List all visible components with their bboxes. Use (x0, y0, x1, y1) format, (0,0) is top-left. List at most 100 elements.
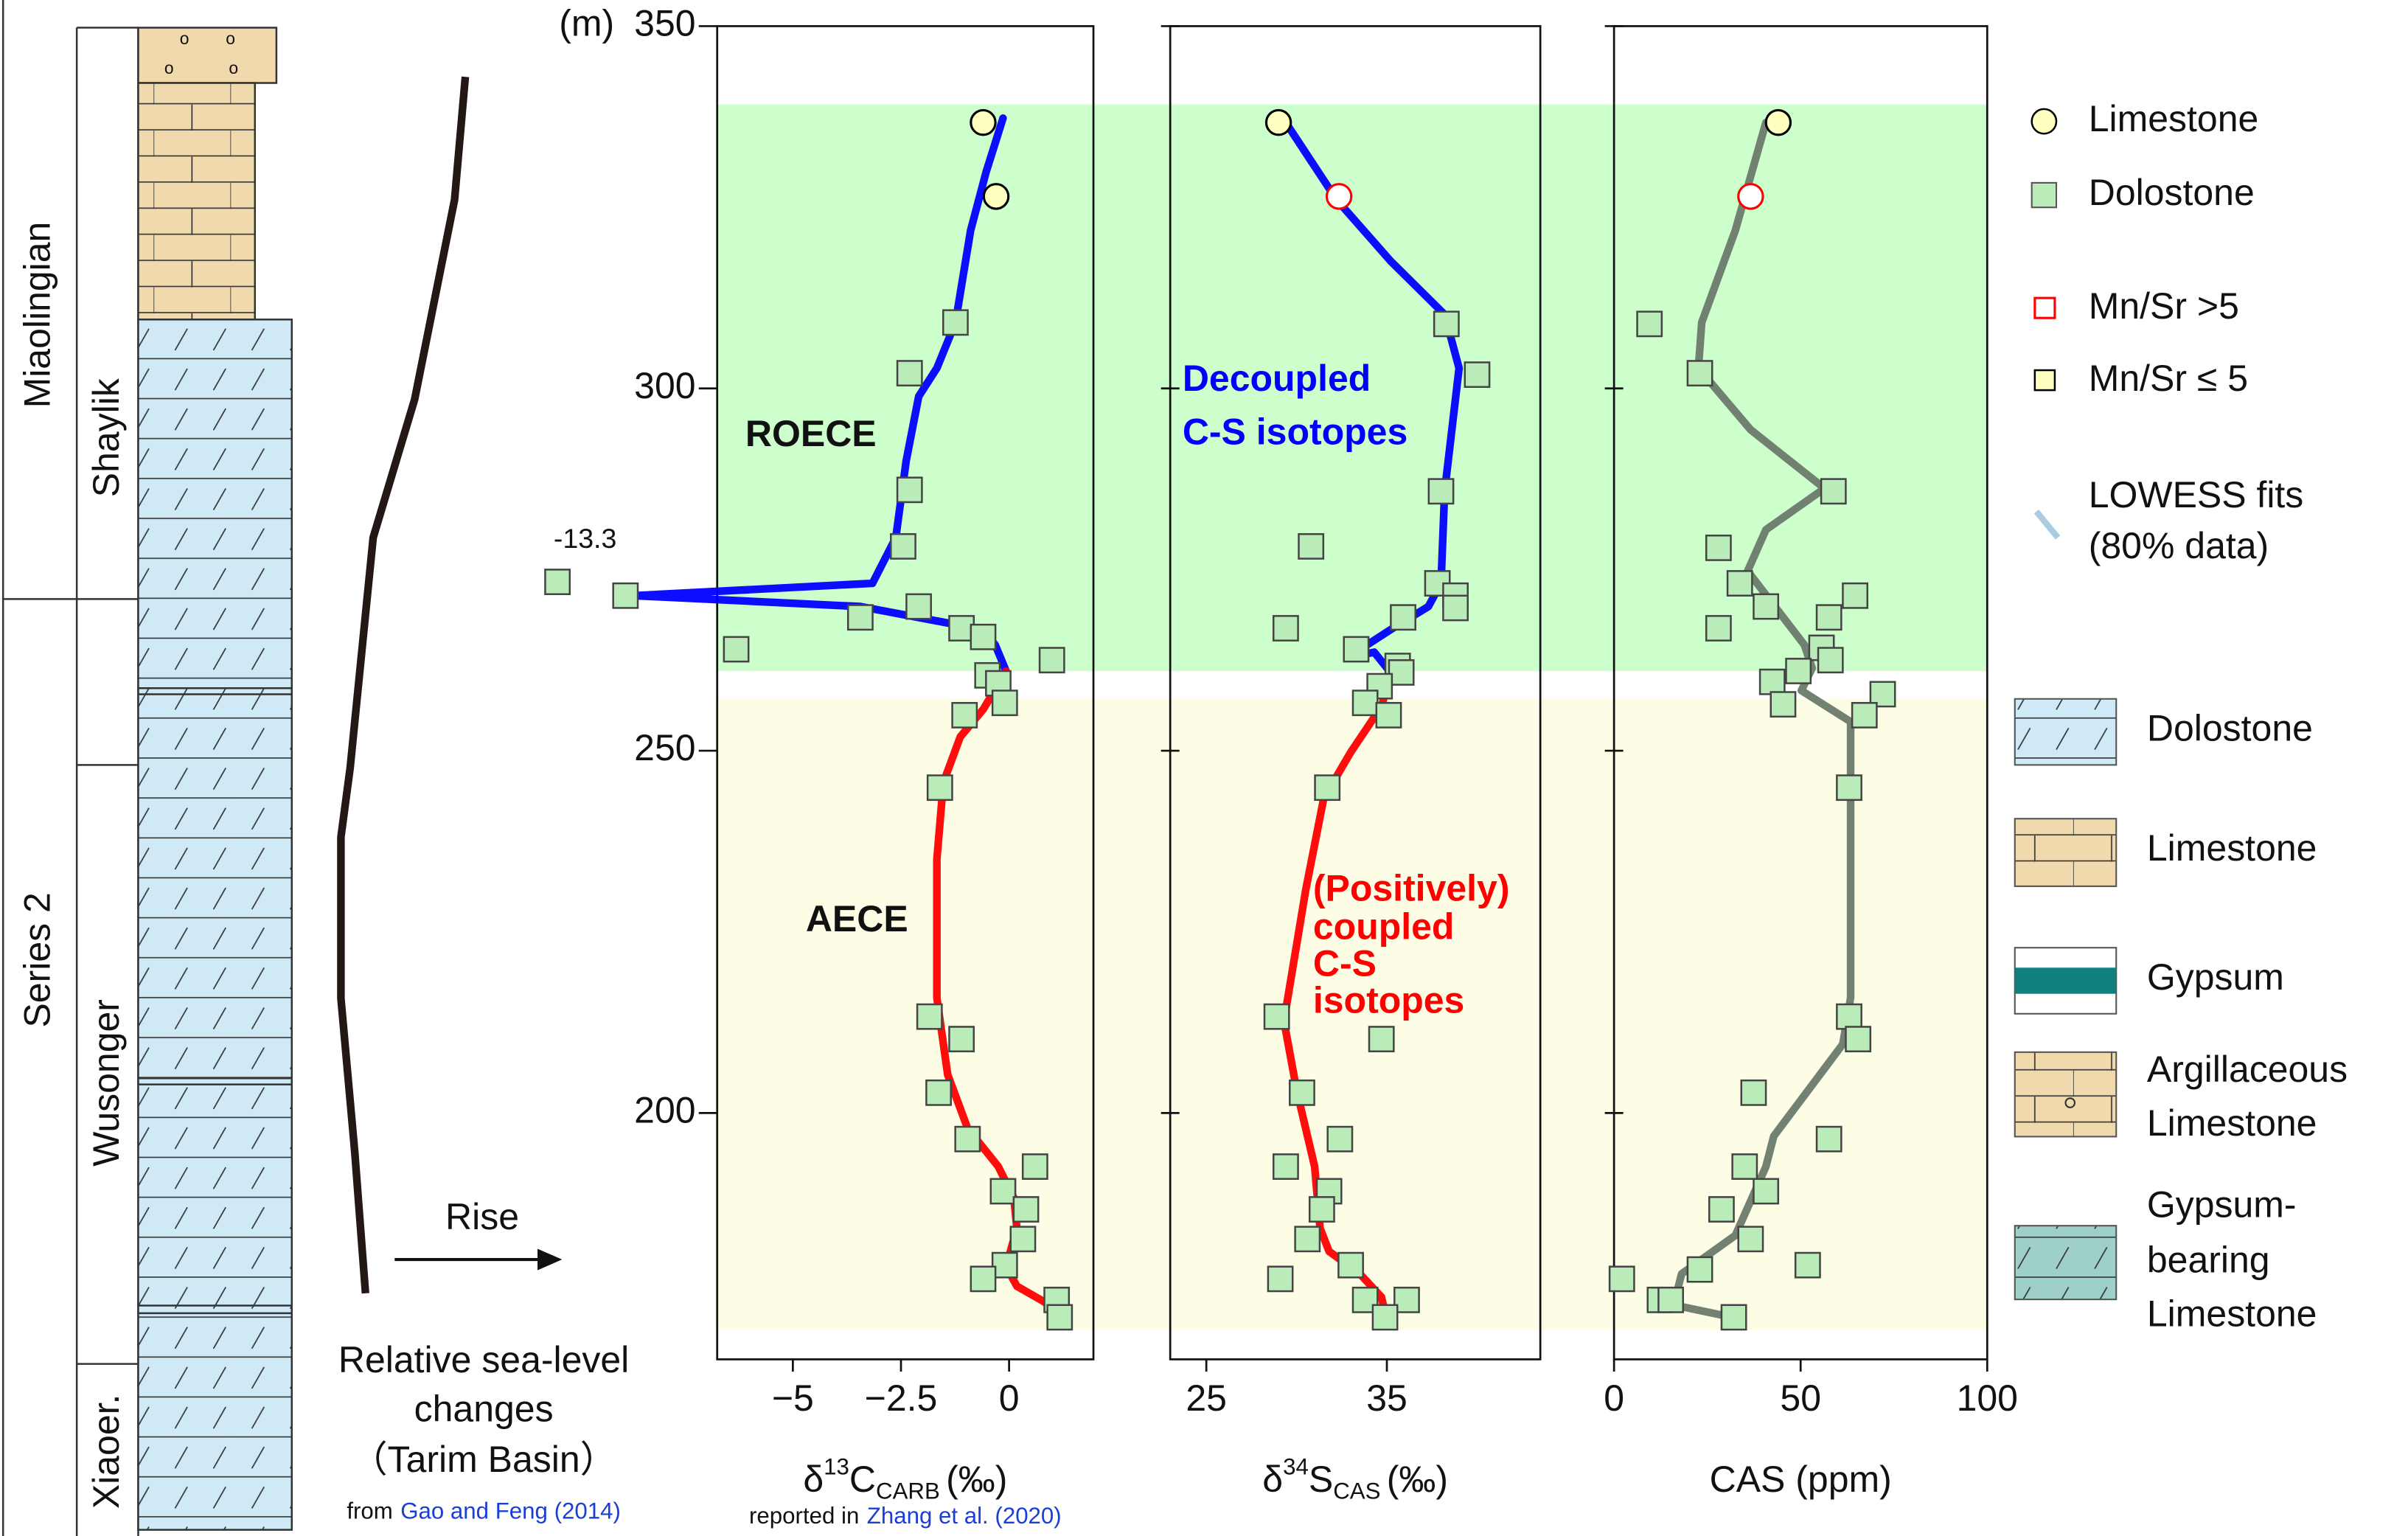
dolostone-point (925, 1079, 952, 1106)
formation-label: Shaylik (86, 378, 127, 497)
lithology-label: Gypsum- (2147, 1184, 2297, 1225)
dolostone-point (1442, 594, 1469, 622)
x-axis-label: δ34SCAS (‰) (1262, 1454, 1448, 1504)
dolostone-point (951, 701, 978, 729)
dolostone-point (942, 309, 969, 336)
dolostone-point (1298, 533, 1325, 560)
lithology-label: Dolostone (2147, 708, 2313, 749)
annotation: isotopes (1313, 979, 1464, 1021)
annotation: ROECE (745, 413, 877, 454)
y-tick-label: 300 (634, 365, 695, 406)
lithology-label: Limestone (2147, 1293, 2317, 1334)
dolostone-point (890, 533, 916, 560)
lithology-label: Argillaceous (2147, 1049, 2348, 1090)
credit: reported in Zhang et al. (2020) (749, 1503, 1062, 1529)
offscale-point (544, 569, 571, 596)
dolostone-point (1337, 1251, 1364, 1279)
arrow-head (537, 1248, 563, 1271)
dolostone-point (1368, 1026, 1395, 1053)
dolostone-point (1009, 1226, 1037, 1253)
dolostone-point (1770, 691, 1797, 718)
dolostone-point (1371, 1304, 1399, 1331)
dolostone-point (1686, 360, 1713, 387)
formation-label: Wusonger (86, 999, 127, 1167)
dolostone-point (916, 1003, 943, 1030)
lithology-label: bearing (2147, 1239, 2270, 1280)
annotation: AECE (806, 898, 908, 939)
sea-level-curve (337, 76, 470, 1294)
argillaceous-symbols: o o o o (164, 29, 238, 77)
x-tick-label: −5 (772, 1377, 814, 1419)
gypsum-band (2014, 967, 2117, 994)
limestone-point (970, 108, 997, 136)
dolostone-point (1740, 1079, 1767, 1106)
symbol: o (164, 58, 174, 77)
dolostone-point (991, 1251, 1018, 1279)
arrow-label: Rise (445, 1196, 519, 1237)
series-label: Miaolingian (16, 222, 58, 409)
lithology-label: Gypsum (2147, 956, 2284, 998)
dolostone-point (1272, 615, 1299, 642)
dolostone-point (989, 1178, 1017, 1205)
dolostone-point (1021, 1153, 1048, 1180)
x-axis-label-part: (‰) (1387, 1459, 1448, 1500)
dolostone-point (723, 636, 750, 663)
x-axis-label-part: δ (1262, 1459, 1283, 1500)
dolostone-point (1308, 1196, 1335, 1223)
dolostone-point (1343, 636, 1370, 663)
legend-marker (2031, 108, 2058, 135)
dolostone-point (1851, 701, 1878, 729)
dolostone-point (970, 623, 997, 650)
legend-label: Dolostone (2089, 172, 2255, 213)
dolostone-point (1753, 593, 1780, 620)
annotation: coupled (1313, 906, 1455, 947)
dolostone-point (1785, 658, 1812, 684)
dolostone-point (1326, 1125, 1354, 1153)
plot-frame (1169, 25, 1542, 1360)
dolostone-point (1869, 681, 1896, 708)
x-axis-label-part: (‰) (946, 1459, 1007, 1500)
dolostone-point (1815, 1125, 1842, 1153)
dolostone-point (1705, 535, 1732, 561)
x-axis-label-part: C (849, 1459, 876, 1500)
dolostone-point (1393, 1286, 1420, 1313)
legend-label: Mn/Sr ≤ 5 (2089, 358, 2248, 399)
lithology-swatch (2014, 698, 2118, 766)
dolostone-point (970, 1265, 997, 1293)
dolostone-point (1433, 310, 1460, 338)
legend-marker (2031, 181, 2058, 209)
dolostone-point (896, 360, 923, 387)
y-axis-unit: (m) (559, 3, 614, 44)
dolostone-point (1836, 774, 1862, 802)
dolostone-point (1388, 659, 1415, 686)
limestone-point (1764, 108, 1792, 136)
dolostone-point (926, 774, 953, 802)
dolostone-point (1289, 1079, 1315, 1106)
dolostone-point (1737, 1226, 1764, 1253)
dolostone-point (1815, 604, 1842, 631)
x-tick-label: 0 (999, 1377, 1020, 1419)
sea-level-title: Relative sea-level (338, 1339, 629, 1380)
formation-label: Xiaoer. (86, 1394, 127, 1509)
legend-label: Mn/Sr >5 (2089, 285, 2239, 327)
x-axis-label-part: CAS (ppm) (1710, 1459, 1892, 1500)
dolostone-point (1375, 701, 1402, 729)
dolostone-point (1272, 1153, 1299, 1180)
symbol: o (226, 29, 235, 48)
legend-line (2033, 510, 2061, 540)
limestone-point (1737, 183, 1764, 210)
x-tick-label: 35 (1366, 1377, 1407, 1419)
limestone-bed (137, 82, 257, 321)
legend-marker (2033, 296, 2056, 319)
dolostone-point (1731, 1153, 1758, 1180)
lithology-label: Limestone (2147, 1102, 2317, 1144)
dolostone-point (1817, 647, 1844, 674)
x-tick-label: 0 (1604, 1377, 1624, 1419)
dolostone-point (846, 604, 874, 631)
dolostone-point (1845, 1026, 1872, 1053)
dolostone-point (1294, 1226, 1321, 1253)
